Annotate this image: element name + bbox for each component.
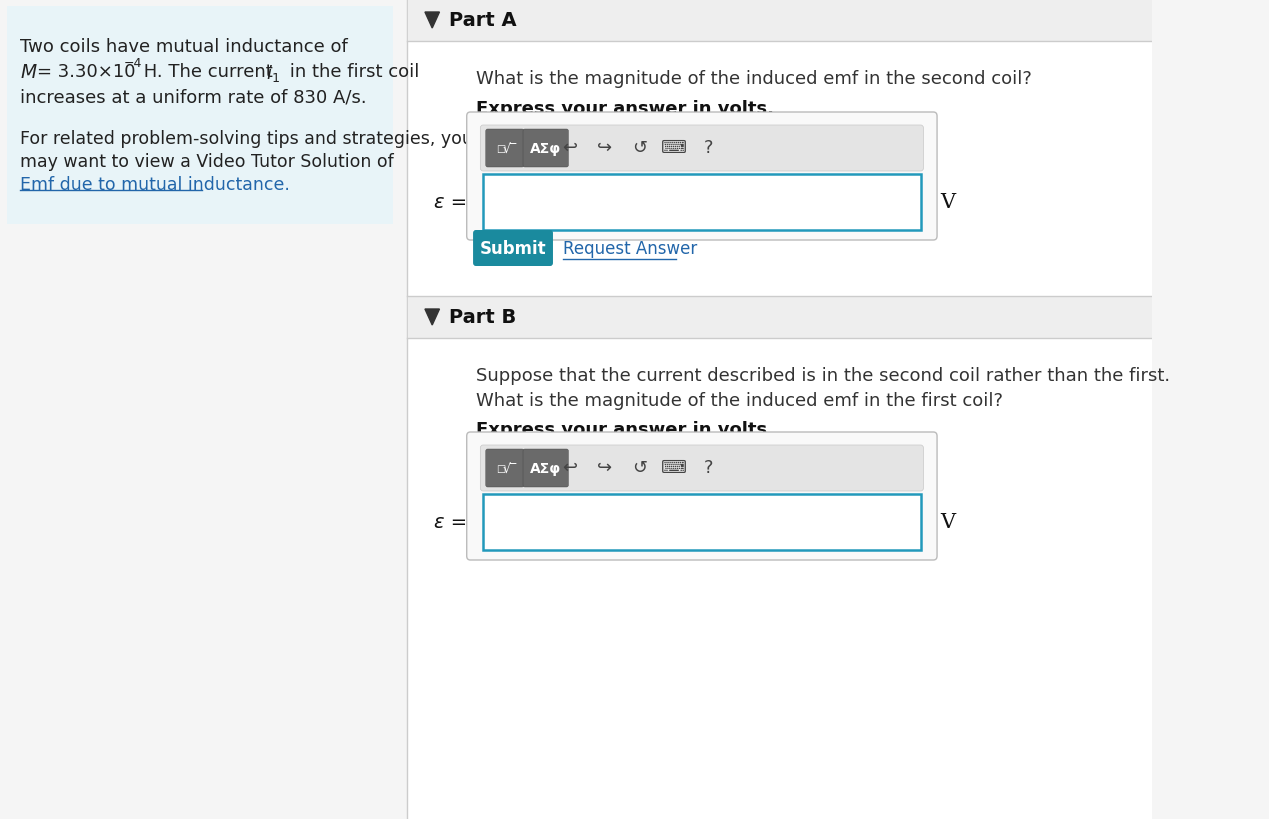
Text: ↺: ↺ <box>632 459 647 477</box>
FancyBboxPatch shape <box>473 231 553 267</box>
Text: □: □ <box>496 144 506 154</box>
Text: $M$: $M$ <box>20 63 38 82</box>
Text: √‾: √‾ <box>503 462 516 475</box>
FancyBboxPatch shape <box>481 126 924 172</box>
FancyBboxPatch shape <box>481 446 924 491</box>
Text: V: V <box>940 193 956 212</box>
Text: $i_1$: $i_1$ <box>266 63 280 84</box>
FancyBboxPatch shape <box>8 7 393 224</box>
FancyBboxPatch shape <box>407 296 1152 338</box>
Text: ↪: ↪ <box>598 459 612 477</box>
Text: Emf due to mutual inductance.: Emf due to mutual inductance. <box>20 176 289 194</box>
Text: Part B: Part B <box>448 308 515 327</box>
Text: AΣφ: AΣφ <box>530 142 561 156</box>
Text: Suppose that the current described is in the second coil rather than the first.: Suppose that the current described is in… <box>476 367 1170 385</box>
FancyBboxPatch shape <box>486 130 524 168</box>
Text: H. The current: H. The current <box>138 63 278 81</box>
Text: AΣφ: AΣφ <box>530 461 561 475</box>
Text: ⌨: ⌨ <box>661 459 687 477</box>
Text: increases at a uniform rate of 830 A/s.: increases at a uniform rate of 830 A/s. <box>20 88 367 106</box>
Text: □: □ <box>496 464 506 473</box>
Text: ε =: ε = <box>434 193 467 212</box>
Text: ?: ? <box>703 139 713 156</box>
Text: For related problem-solving tips and strategies, you: For related problem-solving tips and str… <box>20 130 473 147</box>
FancyBboxPatch shape <box>486 450 524 487</box>
Text: −4: −4 <box>123 57 142 70</box>
Text: ⌨: ⌨ <box>661 139 687 156</box>
FancyBboxPatch shape <box>407 0 1152 42</box>
Text: in the first coil: in the first coil <box>284 63 420 81</box>
FancyBboxPatch shape <box>483 495 921 550</box>
Text: may want to view a Video Tutor Solution of: may want to view a Video Tutor Solution … <box>20 153 393 171</box>
Text: ↩: ↩ <box>562 139 577 156</box>
Text: V: V <box>940 513 956 532</box>
Text: ?: ? <box>703 459 713 477</box>
Text: Part A: Part A <box>448 11 516 30</box>
FancyBboxPatch shape <box>467 113 937 241</box>
Text: What is the magnitude of the induced emf in the first coil?: What is the magnitude of the induced emf… <box>476 391 1003 410</box>
Polygon shape <box>425 310 439 326</box>
FancyBboxPatch shape <box>467 432 937 560</box>
Text: Express your answer in volts.: Express your answer in volts. <box>476 420 774 438</box>
Text: = 3.30×10: = 3.30×10 <box>37 63 136 81</box>
FancyBboxPatch shape <box>523 450 569 487</box>
Text: What is the magnitude of the induced emf in the second coil?: What is the magnitude of the induced emf… <box>476 70 1032 88</box>
Text: ε =: ε = <box>434 513 467 532</box>
Text: Express your answer in volts.: Express your answer in volts. <box>476 100 774 118</box>
Text: ↩: ↩ <box>562 459 577 477</box>
Polygon shape <box>425 13 439 29</box>
Text: Submit: Submit <box>480 240 547 258</box>
FancyBboxPatch shape <box>407 0 1152 819</box>
FancyBboxPatch shape <box>483 174 921 231</box>
Text: √‾: √‾ <box>503 143 516 156</box>
Text: ↺: ↺ <box>632 139 647 156</box>
Text: ↪: ↪ <box>598 139 612 156</box>
Text: Request Answer: Request Answer <box>563 240 697 258</box>
FancyBboxPatch shape <box>523 130 569 168</box>
Text: Two coils have mutual inductance of: Two coils have mutual inductance of <box>20 38 348 56</box>
